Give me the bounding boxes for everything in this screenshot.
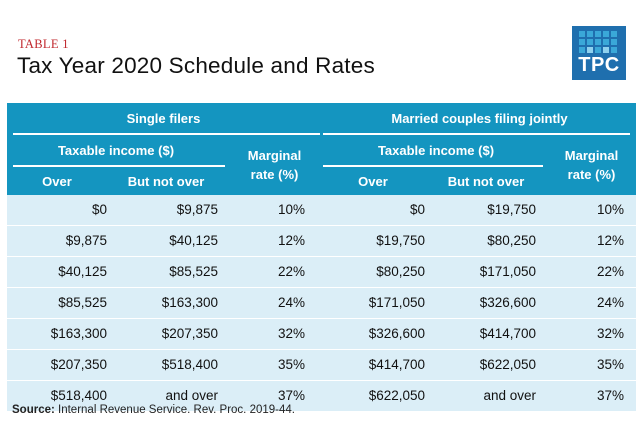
cell-married-rate: 22%: [596, 264, 624, 279]
header-marginal: Marginal: [564, 148, 619, 163]
cell-single-over: $163,300: [50, 326, 107, 341]
cell-married-not-over: $414,700: [479, 326, 536, 341]
cell-single-not-over: $85,525: [169, 264, 218, 279]
cell-married-over: $0: [409, 202, 425, 217]
source-label: Source:: [12, 404, 55, 416]
header-rate: rate (%): [567, 167, 616, 182]
header-but-not-over-single: But not over: [127, 173, 205, 189]
cell-married-not-over: $80,250: [487, 233, 536, 248]
header-over-single: Over: [42, 173, 72, 189]
table-header: Single filers Married couples filing joi…: [7, 103, 636, 195]
cell-single-not-over: $9,875: [176, 202, 218, 217]
tpc-logo: TPC: [572, 26, 626, 80]
cell-single-rate: 35%: [277, 357, 305, 372]
cell-single-over: $207,350: [50, 357, 107, 372]
cell-married-not-over: $171,050: [479, 264, 536, 279]
cell-single-over: $9,875: [65, 233, 107, 248]
cell-married-not-over: $19,750: [487, 202, 536, 217]
table-row: $40,125 $85,525 22% $80,250 $171,050 22%: [7, 256, 636, 287]
table-row: $0 $9,875 10% $0 $19,750 10%: [7, 195, 636, 225]
cell-single-not-over: $207,350: [161, 326, 218, 341]
cell-single-rate: 12%: [277, 233, 305, 248]
cell-single-over: $40,125: [58, 264, 107, 279]
cell-married-over: $19,750: [376, 233, 425, 248]
source-note: Source: Internal Revenue Service. Rev. P…: [12, 404, 295, 416]
header-marginal-rate-married: Marginal rate (%): [547, 135, 636, 195]
header-marginal-rate-single: Marginal rate (%): [229, 135, 320, 195]
cell-married-over: $171,050: [368, 295, 425, 310]
cell-single-not-over: $518,400: [161, 357, 218, 372]
header-taxable-income-single: Taxable income ($): [57, 142, 175, 158]
header-but-not-over-married: But not over: [447, 173, 525, 189]
cell-married-rate: 35%: [596, 357, 624, 372]
cell-single-rate: 32%: [277, 326, 305, 341]
header-divider: [323, 133, 630, 135]
logo-grid-icon: [579, 31, 617, 53]
cell-married-not-over: and over: [483, 388, 536, 403]
cell-married-not-over: $622,050: [479, 357, 536, 372]
header-single-filers: Single filers: [126, 110, 201, 126]
table-label: TABLE 1: [18, 37, 69, 51]
header-married: Married couples filing jointly: [391, 110, 568, 126]
header-taxable-income-married: Taxable income ($): [377, 142, 495, 158]
header-over-married: Over: [358, 173, 388, 189]
header-rate: rate (%): [250, 167, 299, 182]
cell-single-over: $518,400: [50, 388, 107, 403]
source-text: Internal Revenue Service. Rev. Proc. 201…: [54, 404, 295, 416]
cell-single-rate: 24%: [277, 295, 305, 310]
cell-single-not-over: $40,125: [169, 233, 218, 248]
header-divider: [323, 165, 543, 167]
table-row: $163,300 $207,350 32% $326,600 $414,700 32%: [7, 318, 636, 349]
table-row: $207,350 $518,400 35% $414,700 $622,050 35%: [7, 349, 636, 380]
table-row: $518,400 and over 37% $622,050 and over 37%: [7, 380, 636, 411]
cell-married-rate: 24%: [596, 295, 624, 310]
table-body: $0 $9,875 10% $0 $19,750 10% $9,875 $40,125 12% $…: [7, 195, 636, 411]
header-marginal: Marginal: [247, 148, 302, 163]
cell-married-rate: 37%: [596, 388, 624, 403]
cell-single-rate: 22%: [277, 264, 305, 279]
cell-married-over: $414,700: [368, 357, 425, 372]
cell-single-not-over: and over: [165, 388, 218, 403]
table-row: $9,875 $40,125 12% $19,750 $80,250 12%: [7, 225, 636, 256]
header-divider: [13, 133, 320, 135]
cell-married-not-over: $326,600: [479, 295, 536, 310]
page-title: Tax Year 2020 Schedule and Rates: [17, 53, 375, 78]
header-divider: [13, 165, 225, 167]
cell-single-rate: 10%: [277, 202, 305, 217]
table-row: $85,525 $163,300 24% $171,050 $326,600 24%: [7, 287, 636, 318]
cell-single-over: $85,525: [58, 295, 107, 310]
cell-single-not-over: $163,300: [161, 295, 218, 310]
cell-married-rate: 12%: [596, 233, 624, 248]
logo-text: TPC: [578, 54, 620, 76]
cell-married-over: $80,250: [376, 264, 425, 279]
cell-married-rate: 10%: [596, 202, 624, 217]
cell-single-rate: 37%: [277, 388, 305, 403]
cell-married-rate: 32%: [596, 326, 624, 341]
cell-single-over: $0: [91, 202, 107, 217]
cell-married-over: $326,600: [368, 326, 425, 341]
cell-married-over: $622,050: [368, 388, 425, 403]
